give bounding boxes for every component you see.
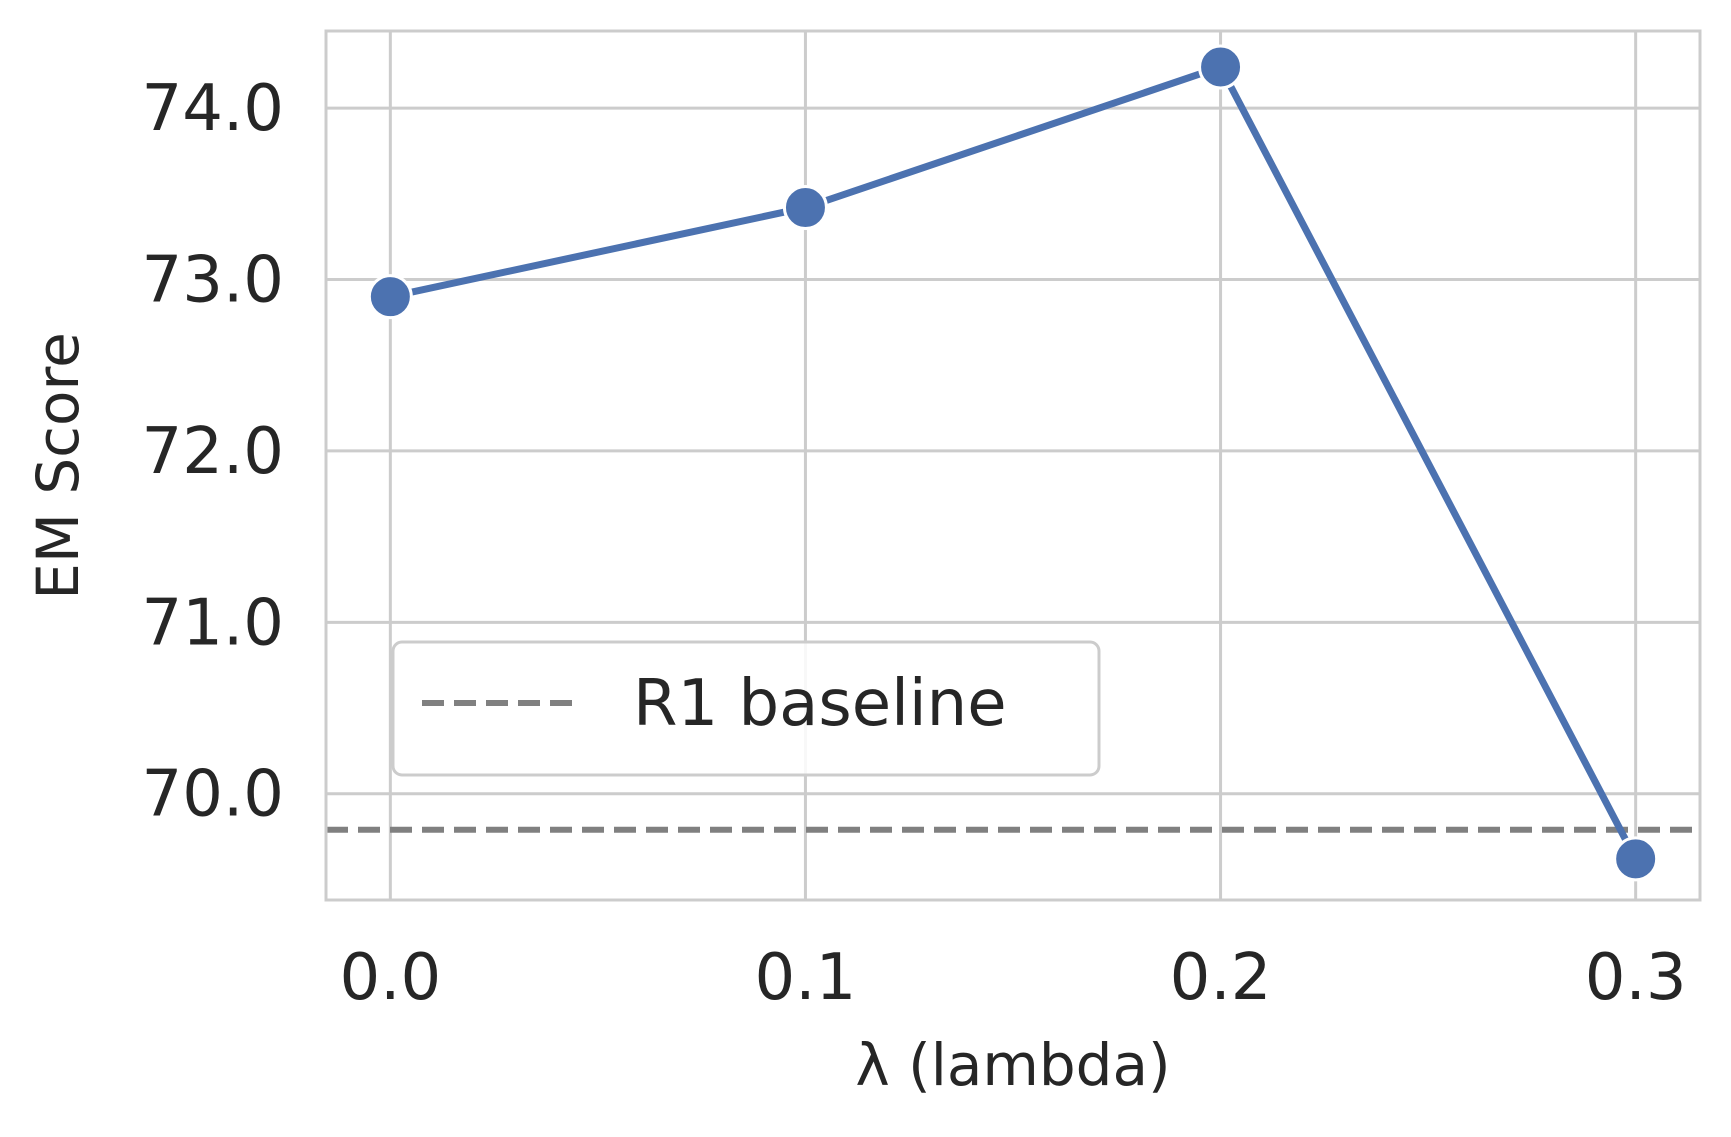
data-point-2 bbox=[1198, 44, 1244, 90]
y-tick-label-2: 72.0 bbox=[142, 415, 285, 489]
x-axis-label: λ (lambda) bbox=[855, 1031, 1170, 1099]
x-tick-labels: 0.0 0.1 0.2 0.3 bbox=[339, 941, 1686, 1015]
y-tick-label-4: 74.0 bbox=[142, 72, 285, 146]
x-tick-label-3: 0.3 bbox=[1585, 941, 1687, 1015]
y-axis-label: EM Score bbox=[24, 332, 92, 600]
series-layer bbox=[367, 44, 1659, 882]
y-tick-label-0: 70.0 bbox=[142, 758, 285, 832]
x-tick-label-1: 0.1 bbox=[755, 941, 857, 1015]
legend: R1 baseline bbox=[391, 640, 1101, 777]
plot-frame bbox=[324, 29, 1702, 902]
x-tick-label-0: 0.0 bbox=[339, 941, 441, 1015]
legend-label-r1-baseline: R1 baseline bbox=[633, 667, 1007, 741]
y-tick-label-3: 73.0 bbox=[142, 244, 285, 318]
y-tick-labels: 70.0 71.0 72.0 73.0 74.0 bbox=[142, 72, 285, 832]
legend-box bbox=[391, 640, 1101, 777]
data-point-0 bbox=[367, 274, 413, 320]
data-point-3 bbox=[1613, 836, 1659, 882]
series-line-0 bbox=[386, 63, 1640, 863]
grid bbox=[326, 31, 1700, 900]
y-tick-label-1: 71.0 bbox=[142, 586, 285, 660]
data-point-1 bbox=[782, 185, 828, 231]
x-tick-label-2: 0.2 bbox=[1170, 941, 1272, 1015]
